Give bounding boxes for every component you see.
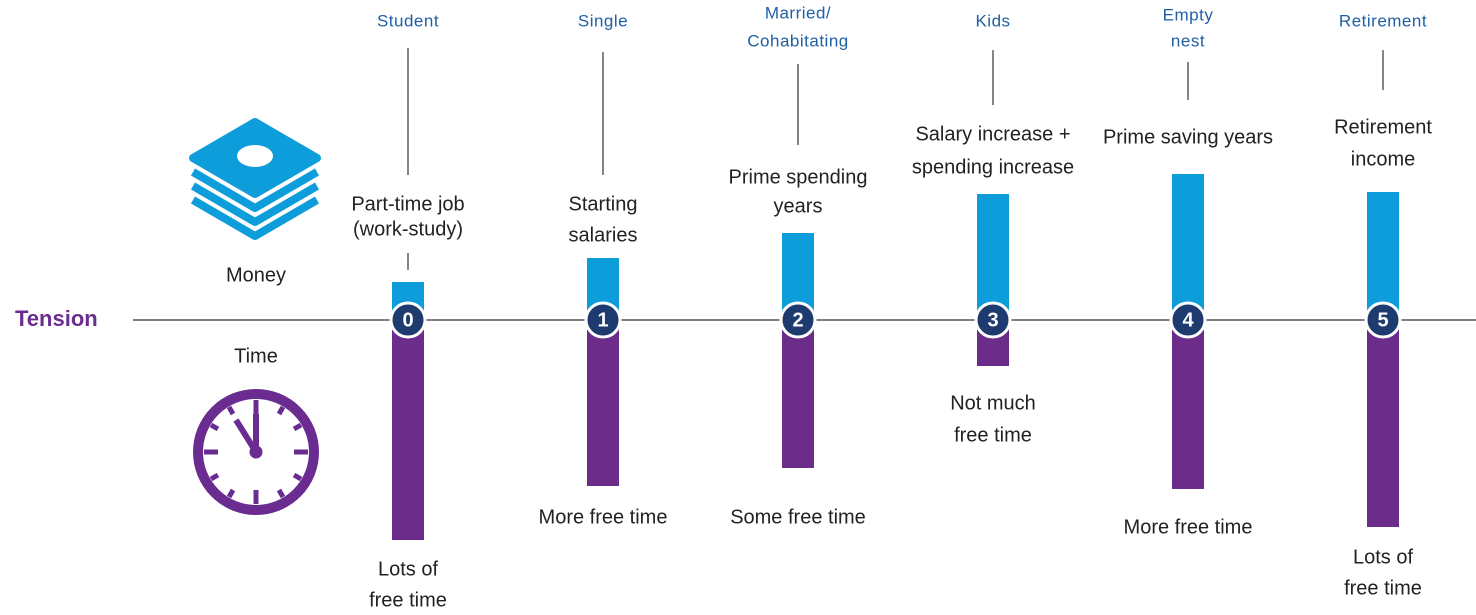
money-note: Prime saving years [1103, 126, 1273, 148]
stage-marker [1364, 301, 1402, 339]
time-label: Time [234, 345, 278, 367]
stage-name: Kids [975, 11, 1010, 30]
money-note: Salary increase + [915, 123, 1070, 145]
time-note: More free time [1124, 516, 1253, 538]
time-note: Lots of [378, 558, 438, 580]
stage-name: Married/ [765, 3, 831, 22]
time-bar [1172, 320, 1204, 489]
money-note: Part-time job [351, 193, 464, 215]
stage-name: Retirement [1339, 11, 1427, 30]
money-note: Retirement [1334, 116, 1432, 138]
stage-marker [974, 301, 1012, 339]
axis-label: Tension [15, 306, 98, 331]
money-note: income [1351, 148, 1415, 170]
money-note: (work-study) [353, 218, 463, 240]
time-note: free time [1344, 577, 1422, 599]
stage-number: 5 [1377, 309, 1388, 331]
stage-marker [389, 301, 427, 339]
money-note: spending increase [912, 156, 1074, 178]
stage-number: 1 [597, 309, 608, 331]
money-icon [189, 118, 321, 240]
money-note: years [774, 195, 823, 217]
money-bar [1172, 174, 1204, 320]
stage-marker [584, 301, 622, 339]
stage-number: 3 [987, 309, 998, 331]
money-note: salaries [569, 224, 638, 246]
time-bar [587, 320, 619, 486]
stage-number: 2 [792, 309, 803, 331]
stage-marker [1169, 301, 1207, 339]
clock-icon [193, 389, 319, 515]
time-note: free time [369, 589, 447, 611]
time-bar [1367, 320, 1399, 527]
stage-number: 0 [402, 309, 413, 331]
money-bar [1367, 192, 1399, 320]
stage-marker [779, 301, 817, 339]
time-bar [392, 320, 424, 540]
time-note: Lots of [1353, 546, 1413, 568]
stage-number: 4 [1182, 309, 1194, 331]
money-bar [977, 194, 1009, 320]
time-note: free time [954, 424, 1032, 446]
stage-name: Cohabitating [747, 31, 848, 50]
stage-name: nest [1171, 31, 1205, 50]
stage-name: Student [377, 11, 439, 30]
time-bar [782, 320, 814, 468]
time-note: Some free time [730, 506, 866, 528]
money-note: Starting [569, 193, 638, 215]
time-note: More free time [539, 506, 668, 528]
stage-name: Single [578, 11, 628, 30]
stage-name: Empty [1163, 5, 1214, 24]
money-note: Prime spending [729, 166, 868, 188]
time-note: Not much [950, 392, 1036, 414]
money-label: Money [226, 264, 286, 286]
